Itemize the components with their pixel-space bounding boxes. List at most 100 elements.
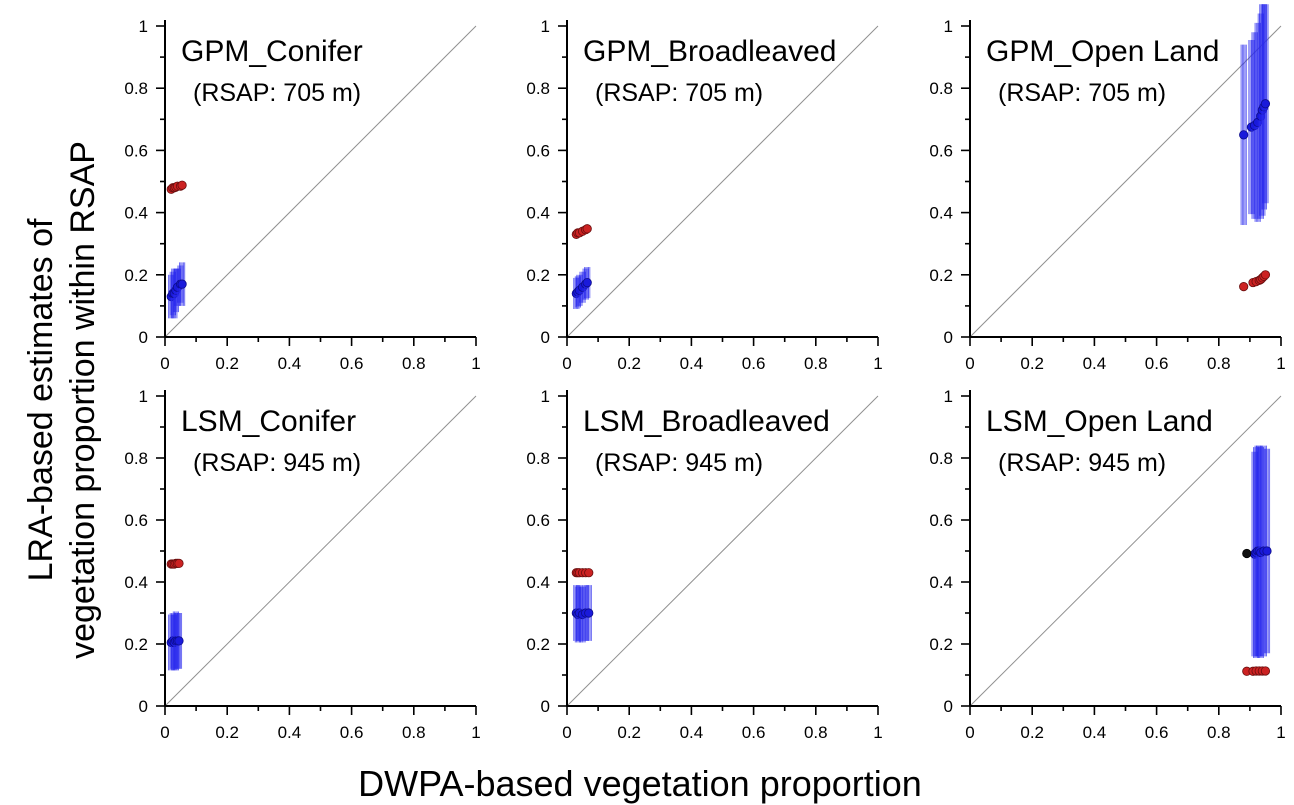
x-tick-label: 1 [1276, 723, 1285, 742]
panel-4: 0 0.2 0.4 0.6 0.8 1 0 0.2 0.4 0.6 0.8 1 LSM_Conifer (… [124, 387, 480, 742]
x-tick-label: 0.4 [278, 354, 302, 373]
y-tick-label: 0.6 [526, 141, 550, 160]
panel-subtitle: (RSAP: 945 m) [193, 449, 361, 477]
x-tick-label: 0.4 [1083, 354, 1107, 373]
x-tick-label: 0.8 [804, 354, 828, 373]
data-point [1239, 282, 1249, 292]
y-tick-label: 0 [139, 697, 148, 716]
identity-line [566, 395, 879, 707]
panel-subtitle: (RSAP: 705 m) [595, 79, 763, 107]
y-tick-label: 0.4 [929, 573, 953, 592]
y-tick-label: 0.4 [929, 204, 953, 223]
y-axis-label-line2: vegetation proportion within RSAP [64, 141, 102, 659]
panel-5: 0 0.2 0.4 0.6 0.8 1 0 0.2 0.4 0.6 0.8 1 LSM_Broadlea… [526, 387, 882, 742]
y-tick-label: 0 [944, 697, 953, 716]
x-tick-label: 0 [562, 354, 571, 373]
series-red [166, 558, 184, 569]
x-tick-label: 0 [562, 723, 571, 742]
x-tick-label: 0 [965, 354, 974, 373]
identity-line [969, 395, 1282, 707]
x-tick-label: 0.8 [1207, 723, 1231, 742]
y-tick-label: 1 [944, 387, 953, 406]
x-axis-label: DWPA-based vegetation proportion [358, 763, 922, 804]
y-tick-label: 0.6 [124, 511, 148, 530]
x-tick-label: 1 [471, 354, 480, 373]
panel-subtitle: (RSAP: 945 m) [595, 449, 763, 477]
y-tick-label: 0.6 [526, 511, 550, 530]
y-tick-label: 1 [944, 17, 953, 36]
x-tick-label: 0.6 [340, 354, 364, 373]
x-tick-label: 1 [471, 723, 480, 742]
x-tick-label: 0.8 [402, 723, 426, 742]
series-red [571, 224, 592, 239]
panel-3: 0 0.2 0.4 0.6 0.8 1 0 0.2 0.4 0.6 0.8 1 GPM_Open Lan… [929, 4, 1286, 373]
identity-line [164, 25, 477, 338]
y-tick-label: 0.2 [929, 266, 953, 285]
y-tick-label: 0.4 [124, 573, 148, 592]
x-tick-label: 1 [873, 354, 882, 373]
series-blue [1239, 4, 1271, 226]
x-tick-label: 0.4 [680, 723, 704, 742]
y-tick-label: 0.6 [124, 141, 148, 160]
data-point [174, 558, 184, 569]
x-tick-label: 0 [160, 723, 169, 742]
series-red [571, 568, 594, 578]
data-point [1260, 99, 1271, 109]
x-tick-label: 0.6 [742, 354, 766, 373]
y-tick-label: 0.2 [526, 635, 550, 654]
x-tick-label: 0 [160, 354, 169, 373]
x-tick-label: 0.6 [340, 723, 364, 742]
panel-title: LSM_Conifer [181, 405, 356, 438]
y-tick-label: 0 [139, 328, 148, 347]
series-red [1242, 666, 1271, 676]
x-tick-label: 0.4 [680, 354, 704, 373]
y-tick-label: 0 [541, 328, 550, 347]
data-point [1260, 270, 1271, 280]
data-point [1242, 548, 1252, 559]
panel-title: LSM_Open Land [986, 405, 1213, 438]
x-tick-label: 1 [1276, 354, 1285, 373]
y-tick-label: 0.2 [124, 266, 148, 285]
data-point [1239, 130, 1249, 140]
data-point [1262, 546, 1272, 556]
y-tick-label: 0.8 [526, 79, 550, 98]
x-tick-label: 0.2 [617, 723, 641, 742]
y-tick-label: 0.8 [929, 449, 953, 468]
identity-line [969, 25, 1282, 338]
identity-line [566, 25, 879, 338]
y-tick-label: 0 [944, 328, 953, 347]
x-tick-label: 0.8 [402, 354, 426, 373]
y-tick-label: 0.8 [124, 449, 148, 468]
series-blue [166, 611, 184, 671]
x-tick-label: 1 [873, 723, 882, 742]
y-tick-label: 0.6 [929, 141, 953, 160]
panel-title: LSM_Broadleaved [583, 405, 830, 438]
x-tick-label: 0.8 [804, 723, 828, 742]
data-point [177, 279, 187, 289]
x-tick-label: 0.4 [278, 723, 302, 742]
y-tick-label: 1 [139, 17, 148, 36]
panel-subtitle: (RSAP: 705 m) [998, 79, 1166, 107]
x-tick-label: 0.6 [1145, 354, 1169, 373]
series-blue [571, 585, 594, 643]
y-tick-label: 0 [541, 697, 550, 716]
series-black [1242, 548, 1252, 559]
panels-group: 00.20.40.60.810 0.2 0.4 0.6 0.8 1GPM_Conifer(… [124, 4, 1286, 742]
panel-title: GPM_Open Land [986, 35, 1219, 68]
panel-title: GPM_Broadleaved [583, 35, 836, 68]
y-tick-label: 0.8 [526, 449, 550, 468]
panel-1: 0 0.2 0.4 0.6 0.8 1 0 0.2 0.4 0.6 0.8 1 GPM_Conifer (… [124, 17, 480, 373]
series-blue [571, 267, 592, 310]
panel-title: GPM_Conifer [181, 35, 363, 68]
series-red [1239, 270, 1271, 292]
panel-subtitle: (RSAP: 705 m) [193, 79, 361, 107]
y-tick-label: 0.8 [124, 79, 148, 98]
x-tick-label: 0.2 [215, 723, 239, 742]
panel-subtitle: (RSAP: 945 m) [998, 449, 1166, 477]
y-tick-label: 0.4 [124, 204, 148, 223]
y-tick-label: 0.2 [124, 635, 148, 654]
y-tick-label: 0.4 [526, 204, 550, 223]
series-red [166, 180, 187, 194]
series-blue [166, 262, 187, 319]
